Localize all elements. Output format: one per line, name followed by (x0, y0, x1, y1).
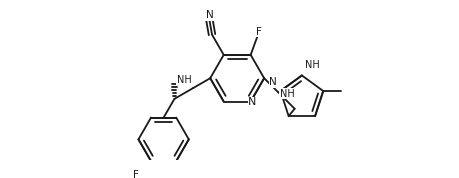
Text: N: N (248, 98, 256, 108)
Text: F: F (256, 27, 262, 37)
Text: F: F (133, 170, 139, 178)
Text: NH: NH (305, 60, 319, 70)
Text: NH: NH (176, 75, 191, 85)
Text: NH: NH (280, 89, 294, 99)
Text: N: N (269, 77, 276, 87)
Text: N: N (205, 10, 213, 20)
